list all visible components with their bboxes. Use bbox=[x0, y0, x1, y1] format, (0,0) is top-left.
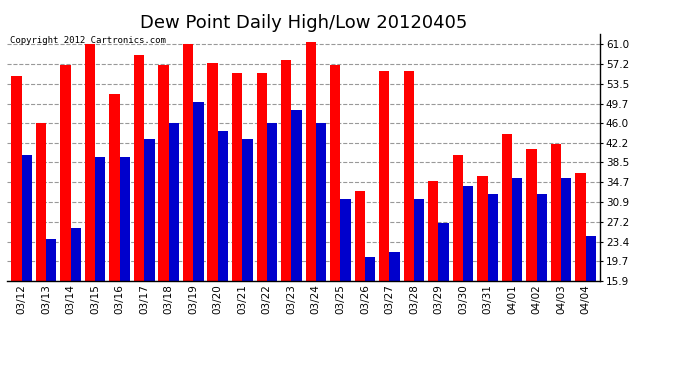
Bar bbox=[355, 191, 365, 365]
Bar bbox=[561, 178, 571, 365]
Bar bbox=[144, 139, 155, 365]
Bar bbox=[463, 186, 473, 365]
Bar bbox=[257, 73, 267, 365]
Bar bbox=[208, 63, 218, 365]
Bar bbox=[526, 149, 537, 365]
Bar bbox=[21, 154, 32, 365]
Bar bbox=[477, 176, 488, 365]
Bar bbox=[488, 194, 497, 365]
Bar bbox=[232, 73, 242, 365]
Bar bbox=[291, 110, 302, 365]
Bar bbox=[340, 199, 351, 365]
Bar bbox=[330, 65, 340, 365]
Bar bbox=[404, 70, 414, 365]
Bar bbox=[11, 76, 21, 365]
Bar bbox=[414, 199, 424, 365]
Bar bbox=[134, 55, 144, 365]
Bar bbox=[70, 228, 81, 365]
Bar bbox=[438, 223, 449, 365]
Bar bbox=[242, 139, 253, 365]
Bar bbox=[551, 144, 561, 365]
Bar bbox=[60, 65, 70, 365]
Bar bbox=[586, 236, 596, 365]
Bar bbox=[159, 65, 169, 365]
Bar bbox=[95, 157, 106, 365]
Bar bbox=[316, 123, 326, 365]
Bar bbox=[379, 70, 389, 365]
Bar bbox=[119, 157, 130, 365]
Bar bbox=[502, 134, 512, 365]
Bar bbox=[428, 181, 438, 365]
Bar bbox=[169, 123, 179, 365]
Bar bbox=[183, 44, 193, 365]
Bar bbox=[306, 42, 316, 365]
Bar bbox=[110, 94, 119, 365]
Bar bbox=[46, 238, 57, 365]
Bar bbox=[389, 252, 400, 365]
Title: Dew Point Daily High/Low 20120405: Dew Point Daily High/Low 20120405 bbox=[140, 14, 467, 32]
Bar bbox=[575, 173, 586, 365]
Bar bbox=[218, 131, 228, 365]
Bar bbox=[512, 178, 522, 365]
Bar bbox=[193, 102, 204, 365]
Bar bbox=[537, 194, 547, 365]
Bar bbox=[365, 257, 375, 365]
Bar bbox=[281, 60, 291, 365]
Bar bbox=[36, 123, 46, 365]
Bar bbox=[85, 44, 95, 365]
Bar bbox=[267, 123, 277, 365]
Text: Copyright 2012 Cartronics.com: Copyright 2012 Cartronics.com bbox=[10, 36, 166, 45]
Bar bbox=[453, 154, 463, 365]
